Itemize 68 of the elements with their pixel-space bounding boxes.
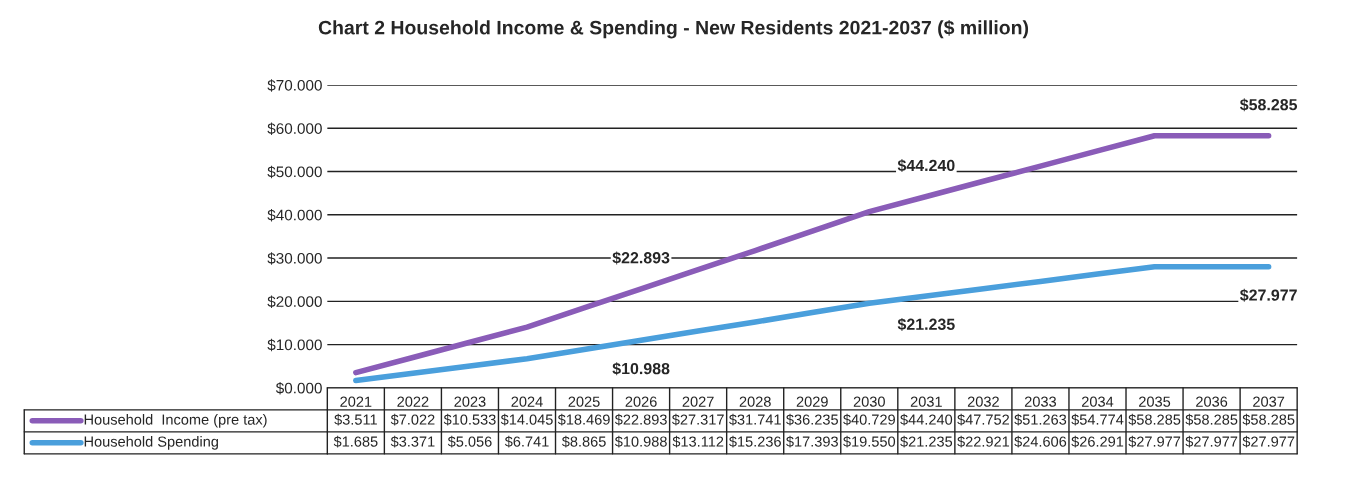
y-tick-label: $70.000: [267, 79, 322, 92]
data-label: $27.977: [1242, 435, 1295, 448]
data-label: $21.235: [900, 435, 953, 448]
x-tick-label: 2028: [739, 396, 771, 407]
x-tick-label: 2021: [340, 396, 372, 407]
data-label: $8.865: [561, 435, 606, 448]
data-label: $22.893: [614, 413, 667, 426]
y-tick-label: $0.000: [275, 382, 322, 395]
x-tick-label: 2027: [682, 396, 714, 407]
data-label: $19.550: [843, 435, 896, 448]
data-label: $36.235: [786, 413, 838, 426]
data-label: $24.606: [1014, 435, 1067, 448]
data-label: $58.285: [1242, 413, 1295, 426]
y-tick-label: $50.000: [267, 165, 322, 179]
data-label: $27.977: [1128, 435, 1181, 448]
x-tick-label: 2032: [967, 396, 999, 407]
data-label: $58.285: [1128, 413, 1181, 426]
data-label: $51.263: [1014, 413, 1067, 426]
data-label: $13.112: [672, 435, 724, 448]
data-label: $27.977: [1185, 435, 1238, 448]
y-tick-label: $60.000: [267, 122, 322, 135]
data-label: $44.240: [900, 413, 953, 426]
x-tick-label: 2024: [511, 396, 543, 407]
data-label: $3.511: [334, 413, 377, 426]
x-tick-label: 2022: [397, 396, 429, 407]
data-label: $14.045: [500, 413, 553, 426]
annotation: $22.893: [612, 251, 670, 265]
data-label: $6.741: [504, 435, 549, 448]
x-tick-label: 2037: [1253, 396, 1285, 407]
x-tick-label: 2034: [1082, 396, 1114, 407]
x-tick-label: 2025: [568, 396, 600, 407]
x-tick-label: 2035: [1139, 396, 1171, 407]
annotation: $44.240: [897, 159, 955, 173]
data-label: $15.236: [728, 435, 781, 448]
data-label: $54.774: [1071, 413, 1124, 426]
data-label: $40.729: [843, 413, 895, 426]
x-tick-label: 2036: [1196, 396, 1228, 407]
data-label: $58.285: [1185, 413, 1238, 426]
y-tick-label: $20.000: [267, 295, 322, 308]
legend-label: Household Income (pre tax): [84, 414, 267, 428]
x-tick-label: 2033: [1024, 396, 1057, 407]
data-label: $5.056: [447, 435, 492, 448]
data-label: $17.393: [786, 435, 838, 448]
legend-label: Household Spending: [84, 436, 218, 450]
x-tick-label: 2031: [910, 396, 942, 407]
chart-title: Chart 2 Household Income & Spending - New Residents 2021-2037 ($ million): [318, 19, 1029, 39]
x-tick-label: 2029: [796, 396, 828, 407]
data-label: $31.741: [728, 413, 781, 426]
data-label: $47.752: [957, 413, 1010, 426]
annotation: $27.977: [1239, 288, 1297, 302]
data-label: $26.291: [1071, 435, 1124, 448]
data-label: $22.921: [957, 435, 1010, 448]
data-label: $27.317: [671, 413, 724, 426]
data-label: $10.533: [443, 413, 496, 426]
data-label: $1.685: [333, 435, 378, 448]
x-tick-label: 2030: [853, 396, 885, 407]
data-label: $3.371: [390, 435, 435, 448]
data-label: $18.469: [557, 413, 610, 426]
data-label: $7.022: [390, 413, 435, 426]
y-tick-label: $30.000: [267, 252, 322, 265]
annotation: $21.235: [897, 317, 955, 331]
y-tick-label: $10.000: [267, 338, 322, 352]
annotation: $10.988: [612, 362, 670, 376]
y-tick-label: $40.000: [267, 209, 322, 222]
x-tick-label: 2023: [454, 396, 486, 407]
annotation: $58.285: [1239, 98, 1298, 112]
x-tick-label: 2026: [625, 396, 657, 407]
data-label: $10.988: [614, 435, 667, 448]
